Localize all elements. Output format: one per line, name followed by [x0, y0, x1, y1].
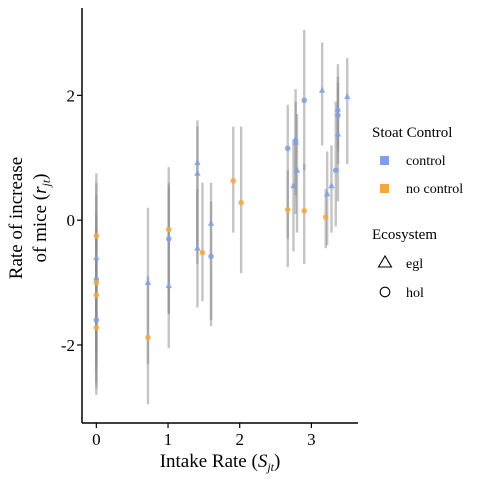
y-axis-title-line1: Rate of increase [6, 157, 27, 279]
data-point-35 [335, 112, 341, 119]
data-point-19 [238, 199, 244, 206]
data-point-4 [93, 279, 100, 286]
x-ticks: 0 1 2 3 [92, 423, 316, 449]
data-point-27 [301, 208, 308, 214]
data-point-26 [301, 97, 308, 104]
data-point-36 [344, 93, 351, 100]
data-point-9 [165, 236, 172, 242]
x-tick-label-1: 1 [164, 430, 173, 449]
data-point-20 [284, 145, 291, 152]
legend-label-egl: egl [406, 257, 423, 272]
legend: Stoat Control control no control Ecosyst… [372, 125, 463, 301]
legend-key-egl [377, 254, 393, 268]
y-tick-label-2: 2 [67, 86, 76, 105]
data-point-33 [334, 130, 342, 137]
error-bars [95, 29, 349, 405]
data-point-7 [144, 278, 152, 285]
data-points [93, 86, 351, 341]
data-point-5 [93, 292, 100, 298]
legend-label-hol: hol [406, 286, 424, 301]
data-point-23 [292, 135, 299, 142]
data-point-6 [93, 324, 100, 331]
data-point-21 [284, 206, 291, 213]
data-point-34 [334, 105, 342, 112]
legend-label-no-control: no control [406, 182, 463, 197]
data-point-10 [165, 282, 172, 289]
y-tick-label-0: -2 [61, 336, 75, 355]
data-point-3 [93, 232, 100, 239]
data-point-8 [145, 334, 151, 341]
x-tick-label-3: 3 [307, 430, 316, 449]
data-point-2 [93, 317, 100, 323]
legend-key-hol [379, 286, 391, 298]
x-tick-label-2: 2 [235, 430, 244, 449]
data-point-25 [290, 182, 297, 189]
legend-key-no-control [380, 184, 389, 193]
data-point-28 [318, 86, 326, 93]
data-point-29 [322, 214, 329, 220]
data-point-22 [292, 138, 299, 145]
data-point-14 [194, 244, 201, 251]
legend-label-control: control [406, 154, 446, 169]
data-point-13 [194, 169, 201, 176]
data-point-24 [293, 166, 301, 173]
x-axis-title: Intake Rate (Sjt) [160, 451, 281, 474]
data-point-31 [328, 182, 335, 189]
legend-key-control [380, 156, 389, 165]
data-point-32 [332, 167, 339, 174]
y-ticks: -2 0 2 [61, 86, 82, 355]
x-tick-label-0: 0 [92, 430, 101, 449]
data-point-17 [208, 253, 214, 260]
y-axis-title-line2: of mice (rjt) [30, 174, 53, 263]
legend-color-title: Stoat Control [372, 125, 452, 141]
data-point-12 [194, 159, 201, 166]
data-point-18 [230, 178, 237, 184]
data-point-16 [207, 219, 215, 226]
data-point-1 [93, 254, 100, 261]
data-point-11 [165, 226, 172, 233]
data-point-30 [323, 190, 331, 197]
y-tick-label-1: 0 [67, 211, 76, 230]
data-point-15 [199, 249, 206, 256]
legend-shape-title: Ecosystem [372, 227, 437, 243]
